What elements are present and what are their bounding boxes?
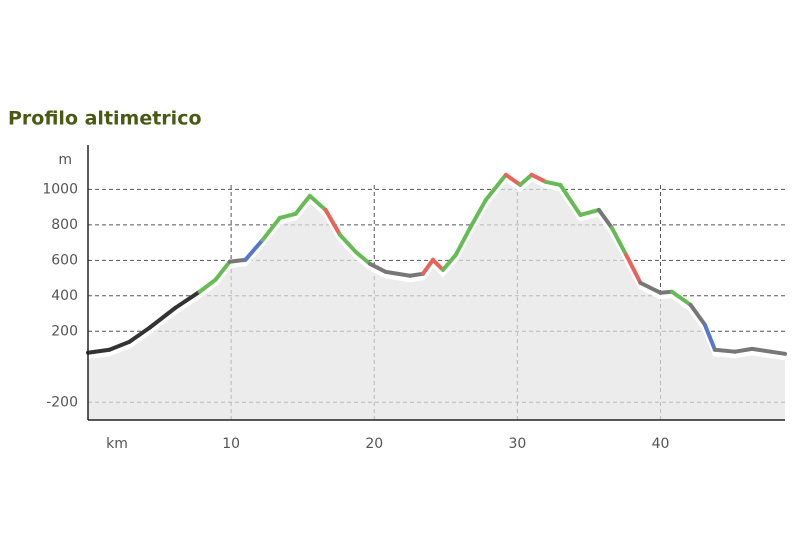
profile-segment [367,261,388,274]
y-tick-label: 600 [51,252,78,268]
x-tick-label: 10 [222,436,240,452]
chart-title: Profilo altimetrico [8,108,202,130]
profile-segment [669,289,693,307]
profile-segment [277,211,298,220]
profile-segment [337,232,358,254]
profile-segment [558,182,583,217]
profile-segment [307,193,328,212]
profile-segment [483,172,508,202]
profile-segment [503,172,523,187]
profile-segment [323,207,342,237]
profile-segment [260,215,282,242]
profile-segment [702,322,717,352]
profile-segment [712,347,737,354]
profile-segment [624,252,643,285]
profile-segment [688,302,707,327]
profile-segment [243,237,265,262]
profile-segment [86,347,112,355]
profile-segment [529,172,548,184]
profile-segment [420,257,435,276]
profile-segment [430,257,445,272]
profile-segment [383,269,413,278]
x-tick-label: 20 [365,436,383,452]
profile-segment [750,346,773,354]
y-tick-label: -200 [46,394,78,410]
profile-segment [127,325,152,344]
x-tick-label: 40 [652,436,670,452]
profile-segment [197,277,218,294]
profile-segment [609,225,629,257]
profile-segment [768,349,787,356]
profile-segment [107,339,132,352]
profile-segment [543,179,563,187]
profile-segment [213,259,232,282]
y-tick-label: 1000 [42,181,78,197]
y-tick-label: 200 [51,323,78,339]
profile-segment [227,257,248,264]
profile-segment [147,305,178,330]
profile-segment [408,271,425,278]
profile-segment [173,289,202,310]
profile-segment [453,225,473,257]
x-tick-label: 30 [508,436,526,452]
profile-segment [293,193,312,216]
profile-segment [353,249,372,266]
profile-segment [578,207,601,217]
y-axis-label: m [58,152,72,168]
line-halo [87,175,786,361]
profile-segment [732,346,755,354]
profile-segment [638,280,663,295]
y-tick-label: 400 [51,288,78,304]
profile-segment [440,252,458,272]
area-fill [88,174,785,420]
y-tick-label: 800 [51,217,78,233]
x-axis-label: km [106,436,128,452]
profile-segment [596,207,614,230]
profile-segment [518,172,534,187]
profile-segment [468,197,488,230]
